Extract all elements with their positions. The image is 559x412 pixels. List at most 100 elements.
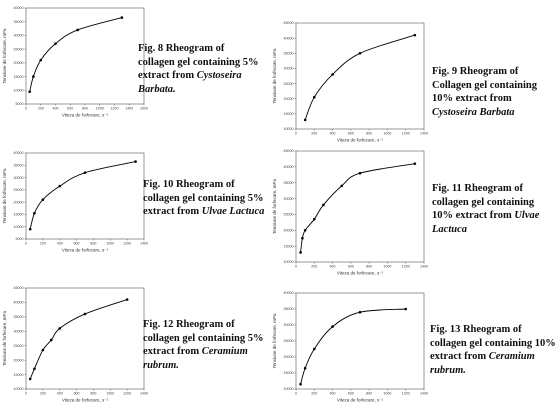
x-tick-label: 0 <box>25 242 27 246</box>
data-point <box>303 118 307 122</box>
x-tick-label: 0 <box>295 132 297 136</box>
y-axis-label: Tensiune de forfecare, mPa <box>2 28 7 84</box>
y-tick-label: 25000 <box>14 344 24 348</box>
x-tick-label: 0 <box>25 107 27 111</box>
y-tick-label: 20000 <box>284 97 294 101</box>
data-point <box>358 310 362 314</box>
x-tick-label: 200 <box>311 132 317 136</box>
chart-fig-12: 0 200 400 600 800 1000 1200 1400 10000 15000 20000… <box>0 280 150 405</box>
data-point <box>331 73 334 76</box>
y-tick-label: 20000 <box>284 228 294 232</box>
y-tick-label: 20000 <box>14 61 24 65</box>
data-point <box>301 236 304 240</box>
x-tick-label: 1000 <box>96 107 104 111</box>
x-tick-label: 600 <box>348 392 354 396</box>
x-axis-label: Viteza de forfecare, s⁻¹ <box>62 113 109 118</box>
data-point <box>299 382 302 386</box>
chart-fig-9: 0 200 400 600 800 1000 1200 1400 10000 15000 20000… <box>270 15 430 145</box>
x-tick-label: 1400 <box>140 242 148 246</box>
x-axis-label: Viteza de forfecare, s⁻¹ <box>62 398 109 403</box>
y-tick-label: 15000 <box>284 112 294 116</box>
x-tick-label: 1200 <box>111 107 119 111</box>
x-tick-label: 800 <box>366 132 372 136</box>
x-tick-label: 400 <box>330 132 336 136</box>
data-point <box>28 377 32 381</box>
x-tick-label: 600 <box>348 265 354 269</box>
y-tick-label: 25000 <box>284 82 294 86</box>
data-point <box>83 171 87 174</box>
y-tick-label: 40000 <box>14 301 24 305</box>
caption-species: Cystoseira Barbata. <box>138 70 242 95</box>
y-tick-label: 30000 <box>284 67 294 71</box>
data-point <box>32 75 35 78</box>
y-tick-label: 40000 <box>14 6 24 10</box>
x-tick-label: 400 <box>57 392 63 396</box>
chart-fig-10: 0 200 400 600 800 1000 1200 1400 5000 10000 15000 2… <box>0 145 150 255</box>
x-tick-label: 1000 <box>383 392 391 396</box>
data-point <box>404 307 408 311</box>
y-tick-label: 45000 <box>284 149 294 153</box>
caption-species: Ceramium rubrum. <box>143 346 248 371</box>
y-tick-label: 15000 <box>284 244 294 248</box>
x-tick-label: 1400 <box>140 392 148 396</box>
series-line <box>29 161 136 230</box>
y-axis-label: Tensiune de forfecare, mPa <box>2 168 7 224</box>
y-tick-label: 15000 <box>14 373 24 377</box>
x-tick-label: 1200 <box>123 242 131 246</box>
data-point <box>54 42 57 45</box>
y-axis-label: Tensiune de forfecare, mPa <box>272 313 277 369</box>
x-tick-label: 800 <box>90 392 96 396</box>
y-tick-label: 30000 <box>284 197 294 201</box>
y-tick-label: 35000 <box>14 20 24 24</box>
y-axis-label: Tensiune de forfecare, mPa <box>272 48 277 104</box>
chart-svg: 0 200 400 600 800 1000 1200 1400 5000 10000 15000 2… <box>2 151 148 252</box>
y-tick-label: 10000 <box>284 387 294 391</box>
x-axis-label: Viteza de forfecare, s⁻¹ <box>337 271 384 276</box>
caption-species: Cystoseira Barbata <box>432 106 515 118</box>
y-tick-label: 30000 <box>14 176 24 180</box>
series-line <box>300 163 415 253</box>
data-point <box>41 348 45 352</box>
x-tick-label: 200 <box>38 107 44 111</box>
data-point <box>28 90 31 93</box>
data-point <box>33 211 36 215</box>
data-point <box>299 251 302 254</box>
data-point <box>312 95 316 99</box>
series-line <box>29 17 122 92</box>
plot-frame <box>25 287 145 390</box>
y-tick-label: 25000 <box>284 339 294 343</box>
data-point <box>303 366 307 370</box>
x-tick-label: 800 <box>90 242 96 246</box>
y-tick-label: 25000 <box>284 213 294 217</box>
caption-fig-10: Fig. 10 Rheogram of collagen gel contain… <box>143 178 268 219</box>
caption-species: Ceramium rubrum. <box>430 351 535 376</box>
y-tick-label: 20000 <box>284 355 294 359</box>
x-tick-label: 1000 <box>106 242 114 246</box>
caption-fig-8: Fig. 8 Rheogram of collagen gel containi… <box>138 42 263 96</box>
data-point <box>125 298 129 301</box>
data-point <box>358 171 362 175</box>
x-tick-label: 400 <box>57 242 63 246</box>
y-tick-label: 25000 <box>14 47 24 51</box>
data-point <box>413 162 417 165</box>
data-point <box>413 33 417 37</box>
x-tick-label: 1000 <box>383 132 391 136</box>
series-line <box>300 308 406 385</box>
data-point <box>312 347 316 351</box>
data-point <box>39 58 43 62</box>
x-tick-label: 600 <box>348 132 354 136</box>
y-tick-label: 10000 <box>14 225 24 229</box>
plot-frame <box>295 292 425 390</box>
y-tick-label: 15000 <box>14 75 24 79</box>
x-tick-label: 800 <box>366 265 372 269</box>
data-point <box>303 228 307 232</box>
y-tick-label: 35000 <box>284 307 294 311</box>
y-tick-label: 20000 <box>14 358 24 362</box>
caption-text: Fig. 10 Rheogram of collagen gel contain… <box>143 179 264 217</box>
y-tick-label: 25000 <box>14 188 24 192</box>
y-tick-label: 35000 <box>284 181 294 185</box>
data-point <box>120 16 124 19</box>
x-tick-label: 1600 <box>140 107 148 111</box>
y-axis-label: Tensiune de forfecare, mPa <box>2 310 7 366</box>
chart-svg: 0 200 400 600 800 1000 1200 1400 10000 15000 20000… <box>272 21 428 142</box>
